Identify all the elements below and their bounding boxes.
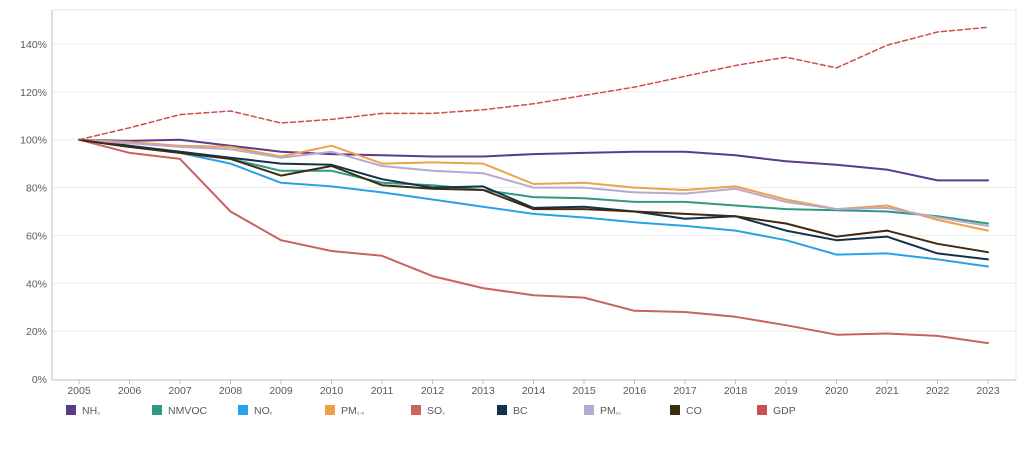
series-line-gdp: [78, 26, 989, 141]
y-tick-label: 60%: [26, 230, 47, 242]
legend-label: NH₃: [82, 405, 100, 417]
y-tick-label: 0%: [32, 374, 47, 386]
legend-item-nh3[interactable]: NH₃: [66, 405, 100, 417]
legend-swatch: [670, 405, 680, 415]
series-line-nh3: [78, 138, 989, 182]
y-tick-label: 40%: [26, 278, 47, 290]
series-line-pm10: [78, 138, 989, 227]
series-line-nmvoc: [78, 138, 989, 225]
y-tick-label: 20%: [26, 326, 47, 338]
legend-label: GDP: [773, 405, 796, 417]
x-tick-label: 2016: [623, 385, 647, 397]
y-tick-label: 100%: [20, 135, 47, 147]
legend-item-co[interactable]: CO: [670, 405, 702, 417]
x-tick-label: 2005: [67, 385, 91, 397]
series-lines: [78, 26, 989, 345]
legend-item-nox[interactable]: NOₓ: [238, 405, 273, 417]
x-tick-label: 2017: [673, 385, 697, 397]
legend: NH₃ NMVOC NOₓ PM₂.₅ SO₂ BC PM₁₀ CO GDP: [66, 405, 796, 417]
axes: 0% 20% 40% 60% 80% 100% 120% 140% 2005 2006 2007 20…: [20, 10, 1016, 397]
x-tick-label: 2018: [724, 385, 748, 397]
x-tick-label: 2020: [825, 385, 849, 397]
legend-label: NMVOC: [168, 405, 208, 417]
y-tick-label: 80%: [26, 183, 47, 195]
x-tick-label: 2006: [118, 385, 142, 397]
legend-swatch: [66, 405, 76, 415]
legend-swatch: [152, 405, 162, 415]
legend-label: PM₁₀: [600, 405, 621, 417]
legend-swatch: [238, 405, 248, 415]
x-tick-label: 2023: [976, 385, 1000, 397]
x-tick-label: 2010: [320, 385, 344, 397]
legend-swatch: [757, 405, 767, 415]
legend-item-pm10[interactable]: PM₁₀: [584, 405, 621, 417]
legend-label: PM₂.₅: [341, 405, 364, 417]
legend-item-so2[interactable]: SO₂: [411, 405, 445, 417]
series-line-so2: [78, 138, 989, 345]
x-tick-label: 2012: [421, 385, 445, 397]
legend-item-pm25[interactable]: PM₂.₅: [325, 405, 364, 417]
legend-swatch: [497, 405, 507, 415]
x-tick-label: 2011: [371, 385, 394, 397]
legend-label: BC: [513, 405, 528, 417]
x-tick-label: 2013: [471, 385, 495, 397]
legend-label: SO₂: [427, 405, 445, 417]
y-tick-label: 120%: [20, 87, 47, 99]
x-tick-label: 2009: [269, 385, 293, 397]
x-tick-label: 2021: [875, 385, 899, 397]
legend-item-bc[interactable]: BC: [497, 405, 528, 417]
x-tick-label: 2022: [926, 385, 950, 397]
x-tick-label: 2015: [572, 385, 596, 397]
x-tick-label: 2007: [168, 385, 192, 397]
x-tick-label: 2019: [774, 385, 798, 397]
legend-label: NOₓ: [254, 405, 273, 417]
legend-swatch: [411, 405, 421, 415]
x-tick-label: 2008: [219, 385, 243, 397]
series-line-bc: [78, 138, 989, 261]
series-line-co: [78, 138, 989, 254]
legend-item-gdp[interactable]: GDP: [757, 405, 796, 417]
legend-label: CO: [686, 405, 702, 417]
gridlines: [52, 9, 1017, 380]
series-line-nox: [78, 138, 989, 268]
y-tick-label: 140%: [20, 39, 47, 51]
x-tick-label: 2014: [522, 385, 546, 397]
legend-item-nmvoc[interactable]: NMVOC: [152, 405, 208, 417]
legend-swatch: [325, 405, 335, 415]
legend-swatch: [584, 405, 594, 415]
